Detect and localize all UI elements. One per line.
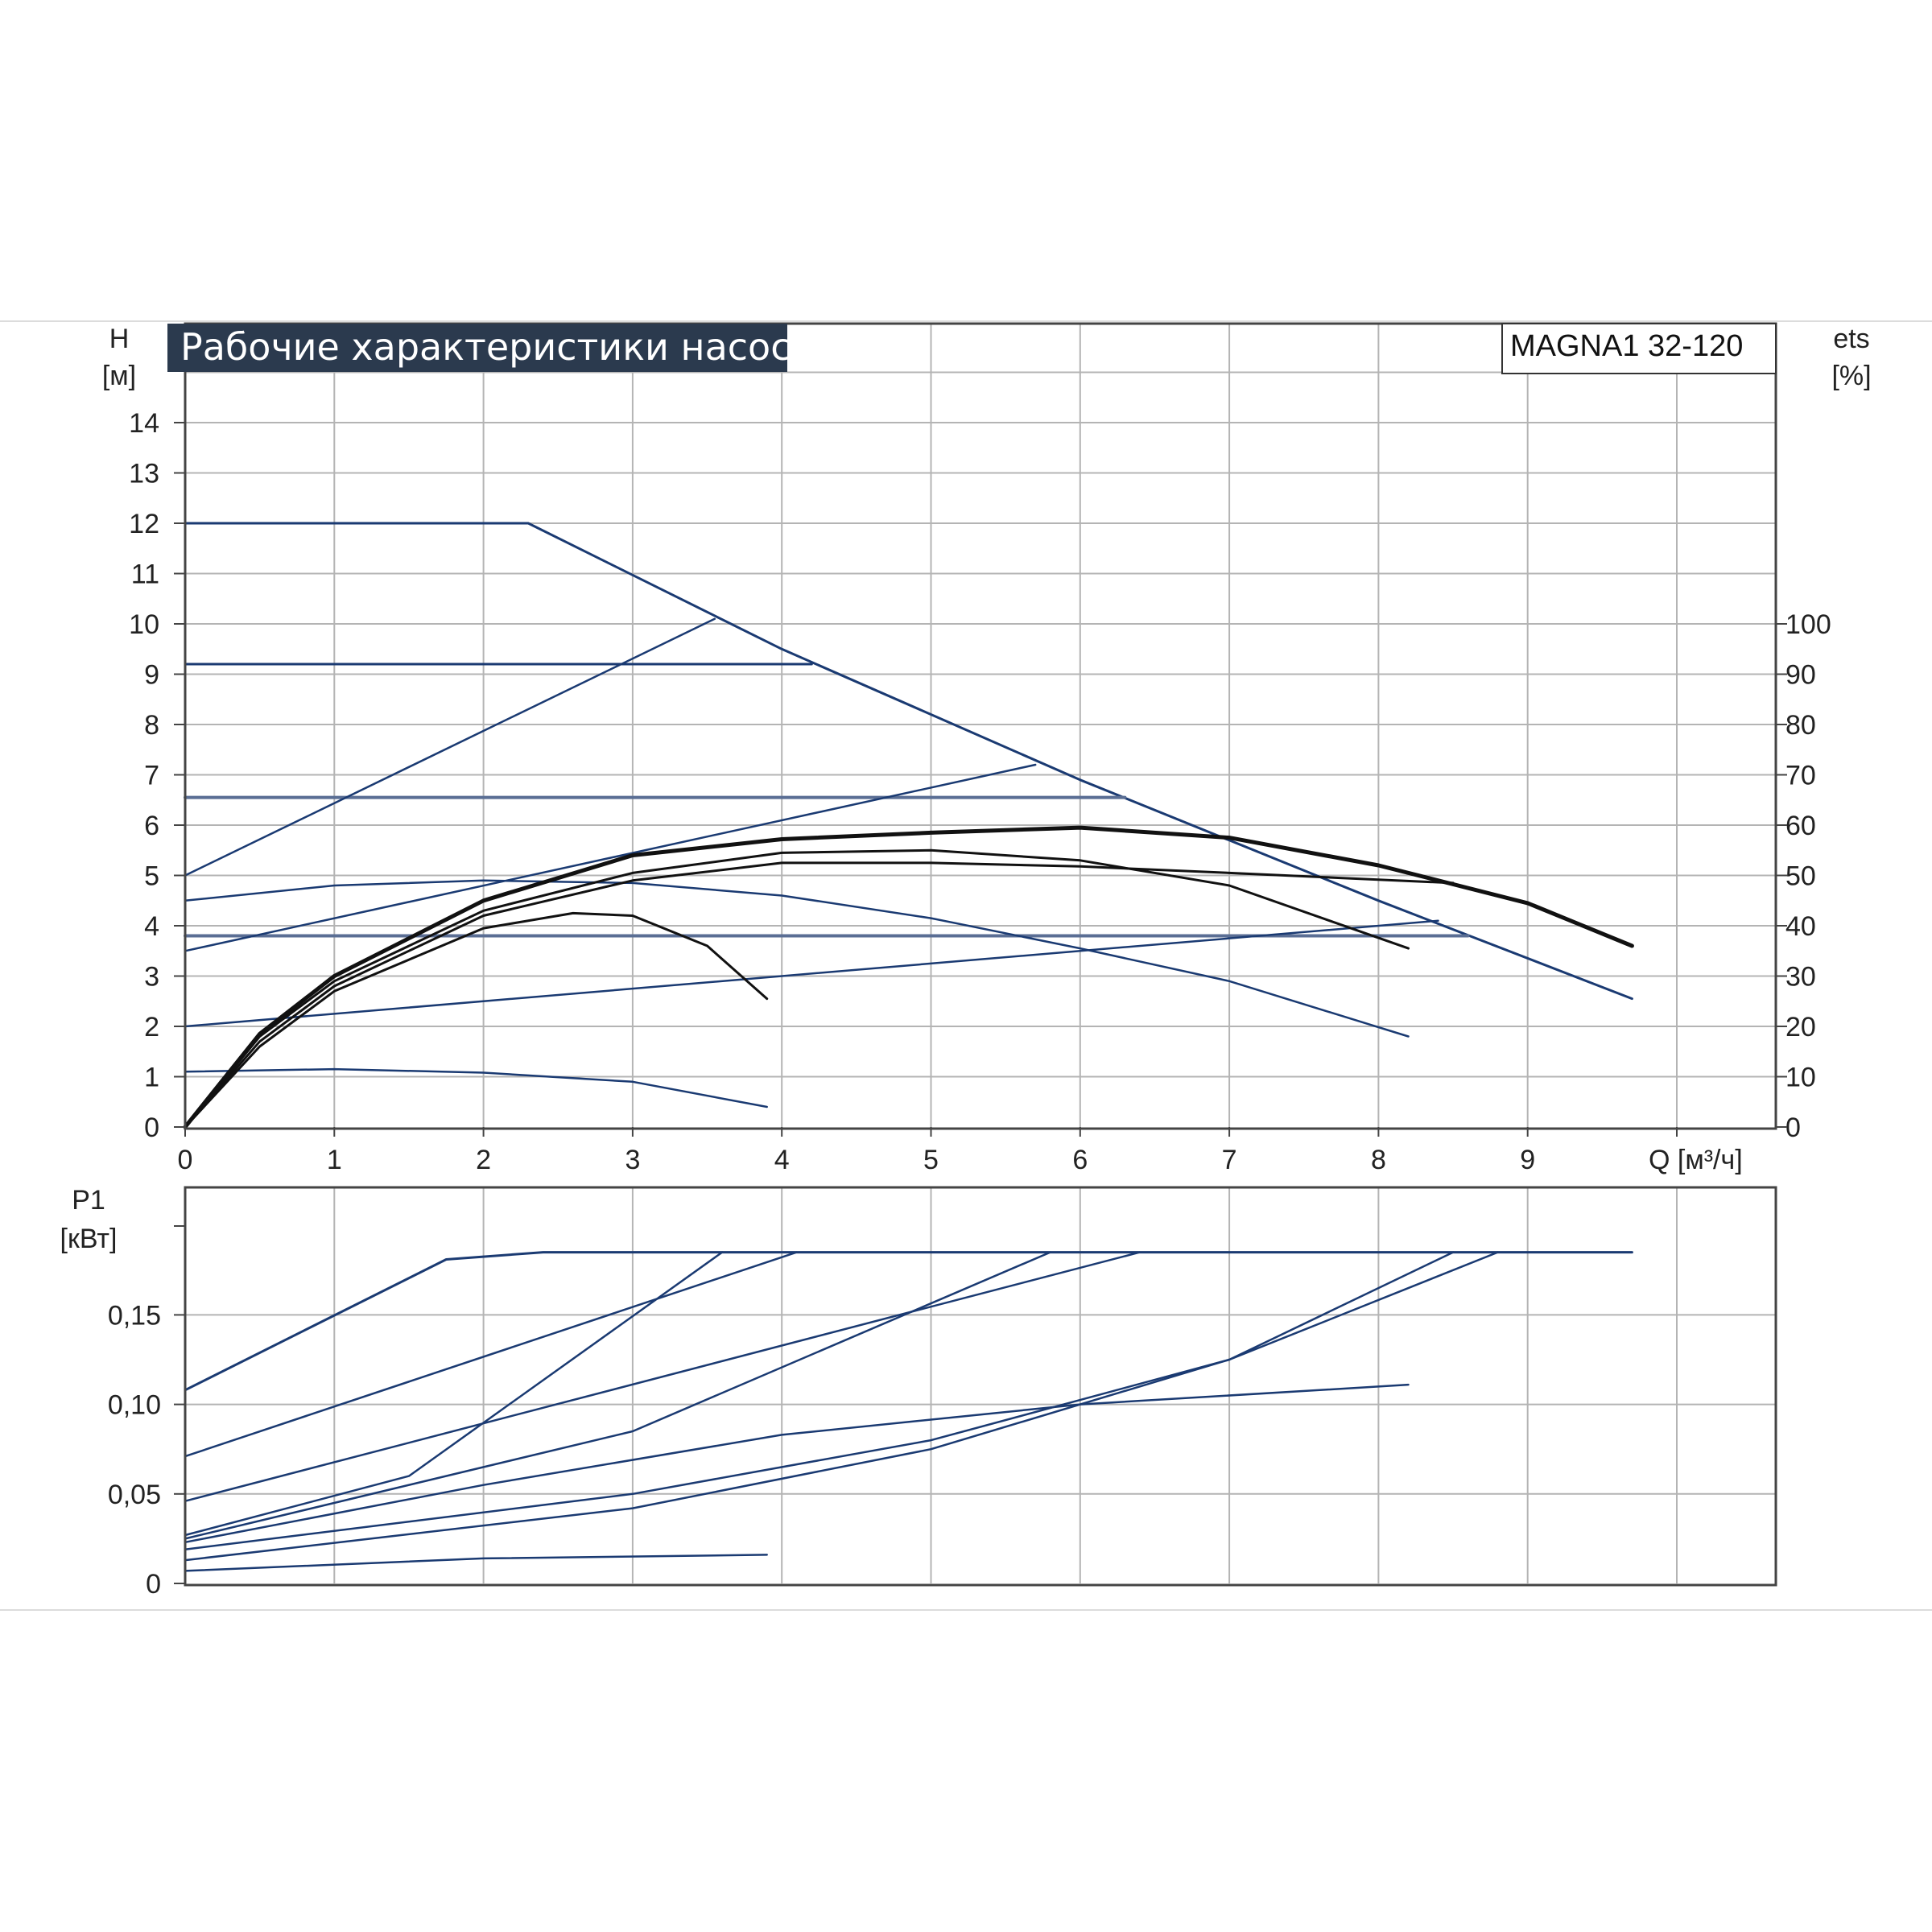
y2-axis-label: ets [1833,324,1869,354]
power-curve-3 [184,1251,724,1537]
head-chart-grid [185,324,1776,1127]
y2-tick-label: 70 [1785,761,1816,791]
y2-tick-label: 60 [1785,811,1816,841]
p1-tick-label: 0,10 [108,1390,161,1421]
y2-tick-label: 20 [1785,1012,1816,1042]
head-chart: 0123456789101112131401020304050607080901… [102,322,1872,1175]
power-curve-6 [184,1251,1455,1562]
y-tick-label: 0 [144,1113,159,1143]
y2-tick-label: 30 [1785,962,1816,993]
x-tick-label: 3 [625,1145,640,1175]
head-curve-5 [184,763,1037,952]
y2-tick-label: 80 [1785,710,1816,741]
y2-tick-label: 100 [1785,609,1831,640]
x-tick-label: 9 [1520,1145,1535,1175]
y-tick-label: 11 [131,559,159,590]
x-tick-label: 0 [178,1145,193,1175]
head-chart-series [183,522,1634,1129]
power-curve-0 [184,1251,1633,1392]
x-tick-label: 8 [1371,1145,1386,1175]
p1-tick-label: 0,05 [108,1480,161,1510]
chart-title: Рабочие характеристики насоса [180,325,814,369]
chart-title-box [167,324,787,372]
head-curve-6 [184,919,1439,1028]
p1-axis-label: P1 [72,1185,105,1216]
power-chart-series [184,1251,1633,1572]
power-chart-grid [185,1187,1776,1583]
x-tick-label: 7 [1222,1145,1237,1175]
power-curve-2 [184,1251,1141,1502]
y-tick-label: 5 [144,861,159,892]
head-chart-ticks: 0123456789101112131401020304050607080901… [129,408,1831,1175]
x-tick-label: 4 [774,1145,790,1175]
y-tick-label: 9 [144,660,159,691]
x-tick-label: 1 [327,1145,342,1175]
power-curve-8 [184,1554,768,1572]
p1-axis-unit: [кВт] [60,1224,118,1254]
head-chart-frame [184,322,1777,1130]
head-curve-4 [184,617,716,877]
power-chart-ticks: 0 0,05 0,10 0,15 [108,1225,185,1600]
head-curve-0 [184,522,1633,1001]
y-tick-label: 4 [144,911,159,942]
y-tick-label: 1 [144,1063,159,1093]
power-curve-4 [184,1251,1051,1540]
x-tick-label: 5 [923,1145,939,1175]
p1-tick-label: 0 [146,1569,161,1600]
y-tick-label: 10 [129,609,159,640]
y-axis-unit: [м] [102,361,136,391]
y-axis-label: H [109,324,130,354]
y-tick-label: 14 [129,408,159,439]
y-tick-label: 7 [144,761,159,791]
power-curve-5 [184,1251,1499,1550]
y-tick-label: 13 [129,459,159,489]
head-curve-7 [184,879,1410,1038]
power-curve-1 [184,1251,798,1458]
p1-tick-label: 0,15 [108,1300,161,1331]
x-tick-label: 2 [476,1145,491,1175]
x-axis-label: Q [м³/ч] [1649,1145,1743,1175]
head-curve-9 [184,911,769,1129]
y2-tick-label: 0 [1785,1113,1801,1143]
y2-tick-label: 90 [1785,660,1816,691]
head-curve-10 [184,848,1410,1129]
y-tick-label: 6 [144,811,159,841]
y-tick-label: 8 [144,710,159,741]
y-tick-label: 3 [144,962,159,993]
model-label-box [1501,323,1777,374]
power-chart: 0 0,05 0,10 0,15 P1 [кВт] [60,1185,1777,1600]
y2-axis-unit: [%] [1831,361,1871,391]
y-tick-label: 2 [144,1012,159,1042]
head-curve-8 [184,1067,768,1108]
y2-tick-label: 40 [1785,911,1816,942]
y-tick-label: 12 [129,509,159,539]
x-tick-label: 6 [1072,1145,1088,1175]
model-label: MAGNA1 32-120 [1510,329,1743,363]
y2-tick-label: 10 [1785,1063,1816,1093]
head-curve-12 [183,825,1634,1129]
head-curve-11 [184,861,1455,1129]
power-curve-7 [184,1383,1410,1544]
y2-tick-label: 50 [1785,861,1816,892]
power-chart-frame [184,1186,1777,1587]
